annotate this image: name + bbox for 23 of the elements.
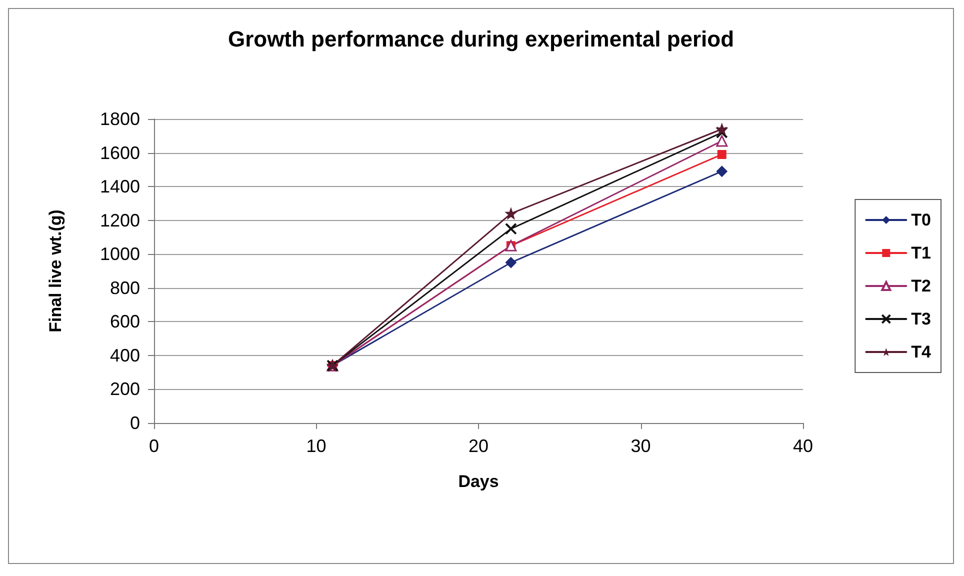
x-tick-label: 30 (630, 436, 651, 456)
x-tick-label: 10 (306, 436, 326, 456)
x-tick-label: 20 (468, 436, 489, 456)
y-axis-title: Final live wt.(g) (46, 210, 65, 332)
legend-label: T3 (911, 310, 932, 328)
y-tick-label: 1200 (100, 210, 140, 230)
y-tick-label: 200 (110, 379, 140, 400)
y-tick-label: 800 (110, 278, 140, 298)
chart-title: Growth performance during experimental period (228, 26, 734, 52)
y-tick-label: 1000 (100, 244, 140, 264)
x-tick-label: 0 (148, 436, 160, 456)
x-tick-label: 40 (792, 436, 814, 456)
y-tick-label: 1600 (100, 142, 140, 163)
legend-label: T2 (911, 276, 932, 296)
y-tick-label: 400 (110, 345, 140, 366)
y-tick-label: 1800 (100, 109, 140, 129)
legend-label: T0 (911, 210, 932, 230)
y-tick-label: 1400 (100, 176, 140, 197)
legend-label: T1 (911, 244, 932, 262)
legend-label: T4 (911, 342, 932, 362)
y-tick-label: 600 (110, 312, 140, 332)
x-axis-title: Days (458, 472, 499, 491)
y-tick-label: 0 (130, 413, 140, 433)
